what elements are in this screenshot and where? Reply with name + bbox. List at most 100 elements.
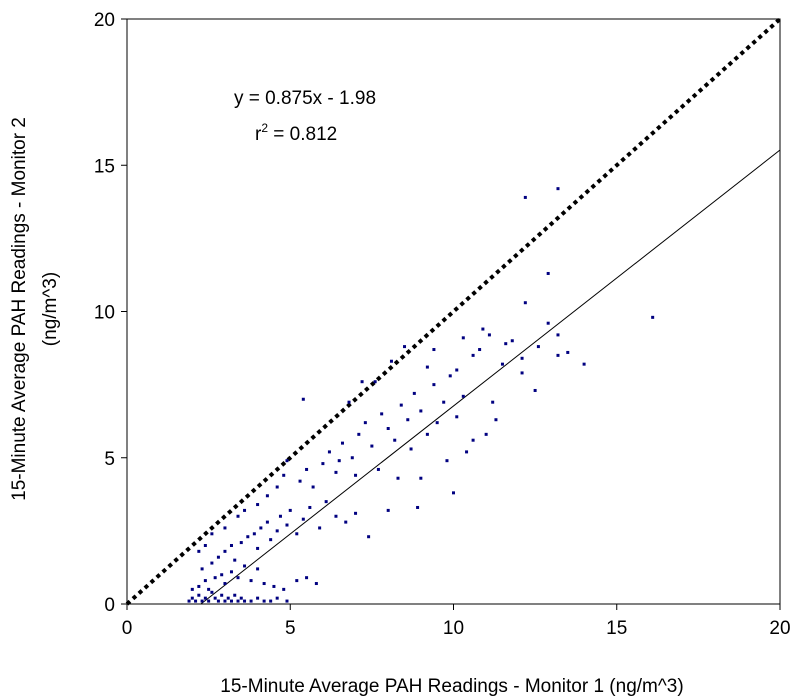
data-point (285, 459, 289, 463)
data-point (243, 564, 247, 568)
data-point (327, 450, 331, 454)
data-point (419, 476, 423, 480)
data-point (236, 576, 240, 580)
data-point (373, 380, 377, 384)
x-tick-label: 15 (606, 618, 627, 639)
data-point (340, 441, 344, 445)
data-point (305, 467, 309, 471)
data-point (334, 514, 338, 518)
data-point (442, 400, 446, 404)
data-point (324, 500, 328, 504)
y-axis-title-line1: 15-Minute Average PAH Readings - Monitor… (9, 117, 30, 501)
data-point (566, 350, 570, 354)
data-point (210, 532, 214, 536)
data-point (187, 599, 191, 603)
data-point (190, 587, 194, 591)
regression-trendline (200, 149, 781, 605)
data-point (197, 549, 201, 553)
data-point (305, 576, 309, 580)
data-point (197, 593, 201, 597)
data-point (471, 438, 475, 442)
data-point (269, 599, 273, 603)
data-point (239, 541, 243, 545)
data-point (301, 517, 305, 521)
data-point (491, 400, 495, 404)
data-point (216, 599, 220, 603)
data-point (256, 596, 260, 600)
data-point (285, 523, 289, 527)
data-point (278, 514, 282, 518)
data-point (203, 544, 207, 547)
data-point (484, 432, 488, 436)
data-point (357, 432, 361, 436)
x-tick-label: 10 (443, 618, 464, 639)
data-point (256, 567, 260, 571)
data-point (425, 365, 429, 369)
data-point (419, 409, 423, 413)
data-point (376, 467, 380, 471)
r-squared-exponent: 2 (261, 121, 268, 135)
data-point (406, 418, 410, 422)
data-point (301, 397, 305, 401)
data-point (207, 587, 211, 591)
data-point (556, 353, 560, 357)
data-point (380, 412, 384, 416)
data-point (409, 447, 413, 451)
data-point (546, 271, 550, 275)
data-point (243, 508, 247, 512)
data-point (448, 374, 452, 378)
data-point (223, 599, 227, 603)
data-point (487, 333, 491, 337)
data-point (344, 520, 348, 524)
data-point (393, 438, 397, 442)
data-point (295, 532, 299, 536)
data-point (275, 529, 279, 533)
data-point (367, 535, 371, 539)
data-point (249, 579, 253, 583)
data-point (386, 508, 390, 512)
x-tick-label: 5 (285, 618, 296, 639)
data-point (288, 508, 292, 512)
data-point (233, 558, 237, 562)
trendline-path (200, 149, 781, 605)
data-point (259, 526, 263, 530)
data-point (520, 356, 524, 360)
data-point (389, 359, 393, 363)
data-point (223, 549, 227, 553)
data-point (200, 567, 204, 571)
y-axis-title-line2: (ng/m^3) (40, 272, 61, 346)
data-point (269, 538, 273, 542)
data-point (282, 473, 286, 477)
data-point (370, 444, 374, 448)
data-point (314, 582, 318, 586)
data-point (210, 590, 214, 594)
data-point (452, 491, 455, 495)
data-point (435, 421, 439, 425)
r-squared-prefix: r (255, 124, 262, 145)
data-point (236, 514, 240, 518)
data-point (461, 336, 465, 340)
data-point (360, 380, 364, 384)
data-point (220, 573, 224, 577)
data-point (265, 520, 269, 524)
x-tick-label: 20 (769, 618, 790, 639)
data-point (354, 511, 358, 515)
y-tick-label: 5 (104, 449, 115, 470)
data-point (249, 599, 253, 603)
data-point (246, 535, 250, 539)
data-point (396, 476, 400, 480)
y-axis-ticks: 0 5 10 15 20 (94, 10, 127, 616)
data-point (298, 479, 302, 483)
data-point (236, 599, 240, 603)
data-point (243, 599, 247, 603)
data-point (197, 584, 201, 588)
data-point (520, 371, 524, 375)
data-point (282, 587, 286, 591)
data-point (425, 432, 429, 436)
data-point (403, 345, 407, 349)
data-point (523, 301, 527, 305)
data-point (311, 485, 315, 489)
data-point (285, 599, 289, 603)
data-point (295, 579, 299, 583)
x-axis-title: 15-Minute Average PAH Readings - Monitor… (220, 676, 683, 697)
